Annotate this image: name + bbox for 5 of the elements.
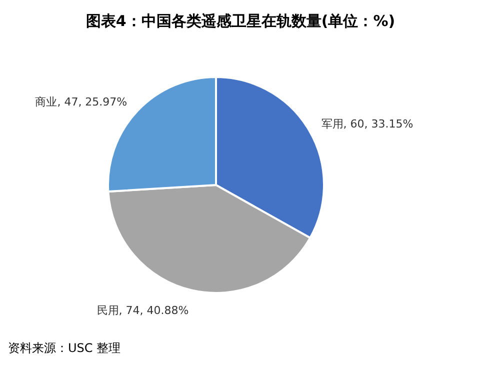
slice-label: 商业, 47, 25.97% — [35, 95, 128, 108]
text: 资料来源：USC 整理 — [8, 341, 121, 355]
chart-title: 图表4：中国各类遥感卫星在轨数量(单位：%) — [86, 12, 396, 30]
slice-label: 民用, 74, 40.88% — [96, 304, 189, 317]
slice-label: 军用, 60, 33.15% — [321, 117, 414, 130]
